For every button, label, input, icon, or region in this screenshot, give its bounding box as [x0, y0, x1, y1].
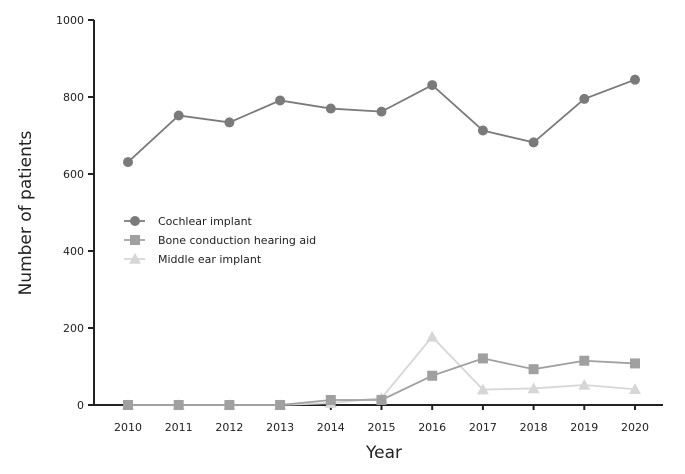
- legend-item: Cochlear implant: [124, 215, 253, 228]
- data-point: [173, 400, 184, 410]
- legend-marker: [130, 216, 140, 226]
- data-point: [579, 93, 590, 104]
- x-ticks: 2010 2011 2012 2013 2014 2015 2016 2017 2018 2019…: [114, 405, 649, 434]
- x-tick-label: 2014: [317, 421, 345, 434]
- y-tick-label: 1000: [56, 14, 84, 27]
- data-point: [376, 106, 387, 117]
- data-point: [629, 383, 641, 395]
- legend-label: Cochlear implant: [158, 215, 253, 228]
- data-point: [427, 370, 438, 381]
- series-square: [123, 353, 640, 410]
- data-point: [325, 394, 336, 405]
- data-point: [275, 400, 286, 410]
- x-tick-label: 2011: [165, 421, 193, 434]
- data-point: [427, 80, 438, 91]
- y-tick-label: 600: [63, 168, 84, 181]
- x-tick-label: 2016: [418, 421, 446, 434]
- legend-item: Bone conduction hearing aid: [124, 234, 316, 247]
- x-tick-label: 2017: [469, 421, 497, 434]
- data-point: [224, 400, 235, 410]
- x-tick-label: 2010: [114, 421, 142, 434]
- data-point: [173, 110, 184, 121]
- data-point: [476, 383, 489, 395]
- y-tick-label: 400: [63, 245, 84, 258]
- y-axis-title: Number of patients: [16, 130, 36, 295]
- y-tick-label: 0: [77, 399, 84, 412]
- data-point: [477, 353, 488, 364]
- legend-marker: [130, 235, 140, 245]
- x-axis-title: Year: [365, 443, 402, 463]
- x-tick-label: 2013: [266, 421, 294, 434]
- data-point: [477, 125, 488, 136]
- data-point: [123, 400, 133, 410]
- legend-item: Middle ear implant: [124, 253, 262, 266]
- legend-marker: [129, 253, 141, 264]
- y-tick-label: 800: [63, 91, 84, 104]
- data-point: [224, 117, 235, 128]
- data-point: [325, 103, 336, 114]
- data-point: [528, 137, 539, 148]
- data-point: [123, 157, 133, 168]
- legend-label: Bone conduction hearing aid: [158, 234, 316, 247]
- data-point: [426, 330, 439, 342]
- data-point: [275, 95, 286, 106]
- x-tick-label: 2020: [621, 421, 649, 434]
- data-point: [376, 394, 387, 405]
- data-point: [579, 355, 590, 366]
- data-point: [528, 364, 539, 375]
- data-point: [527, 382, 540, 394]
- series-circle: [123, 74, 640, 168]
- data-point: [630, 74, 640, 85]
- x-tick-label: 2018: [520, 421, 548, 434]
- y-tick-label: 200: [63, 322, 84, 335]
- y-ticks: 0 200 400 600 800 1000: [56, 14, 94, 412]
- series-layer: [122, 74, 641, 410]
- x-tick-label: 2012: [215, 421, 243, 434]
- series-line: [127, 78, 636, 163]
- legend-label: Middle ear implant: [158, 253, 262, 266]
- x-tick-label: 2015: [368, 421, 396, 434]
- data-point: [630, 358, 640, 369]
- axes: [93, 20, 663, 406]
- x-tick-label: 2019: [570, 421, 598, 434]
- legend: Cochlear implant Bone conduction hearing …: [124, 215, 316, 266]
- data-point: [578, 378, 591, 390]
